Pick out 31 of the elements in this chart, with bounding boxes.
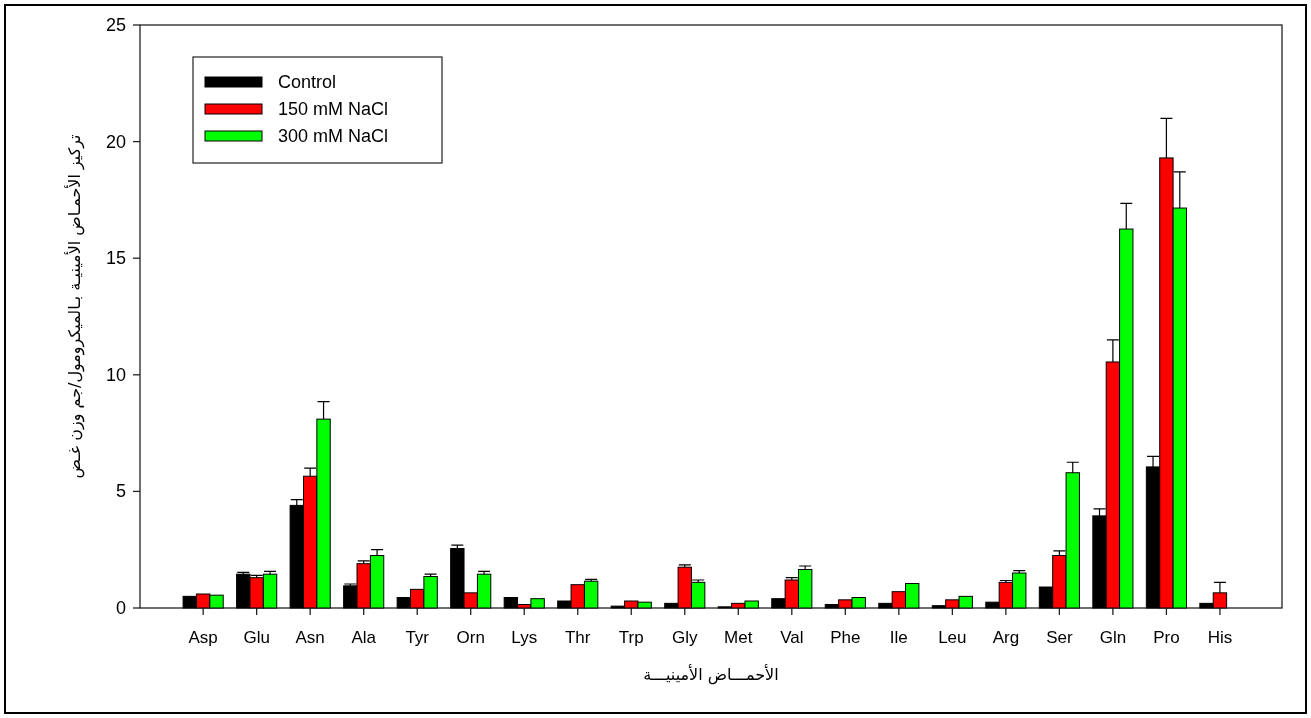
x-tick-label: Trp: [618, 628, 644, 647]
y-tick-label: 0: [115, 598, 126, 618]
y-tick-label: 5: [115, 481, 126, 502]
legend-label: 150 mM NaCl: [278, 99, 389, 119]
x-tick-label: Gln: [1099, 628, 1127, 647]
x-tick-label: Asn: [295, 628, 325, 647]
x-tick-label: Val: [780, 628, 804, 647]
x-tick-label: Gly: [672, 628, 699, 647]
x-tick-label: Leu: [938, 628, 967, 647]
x-tick-label: Thr: [565, 628, 591, 647]
x-tick-label: Orn: [456, 628, 485, 647]
legend-label: 300 mM NaCl: [278, 126, 389, 146]
y-tick-label: 25: [105, 15, 126, 35]
x-tick-label: Asp: [188, 628, 218, 647]
x-tick-label: Ala: [351, 628, 377, 647]
x-tick-label: Ile: [889, 628, 908, 647]
y-tick-label: 15: [105, 248, 126, 269]
x-tick-label: His: [1207, 628, 1233, 647]
x-tick-label: Pro: [1153, 628, 1180, 647]
x-tick-label: Phe: [830, 628, 861, 647]
x-axis-title: الأحمـــاض الأمينيـــة: [643, 664, 779, 685]
y-tick-label: 10: [105, 364, 126, 385]
x-tick-label: Glu: [243, 628, 270, 647]
y-axis-title: تركيز الأحمـاض الأمينيـة بـالميكرومول/جم وزن غـض: [64, 134, 85, 479]
legend-label: Control: [278, 72, 337, 92]
x-tick-label: Arg: [992, 628, 1020, 647]
x-tick-label: Met: [724, 628, 753, 647]
y-tick-label: 20: [105, 131, 126, 152]
x-tick-label: Lys: [511, 628, 538, 647]
x-tick-label: Ser: [1046, 628, 1073, 647]
x-tick-label: Tyr: [405, 628, 430, 647]
